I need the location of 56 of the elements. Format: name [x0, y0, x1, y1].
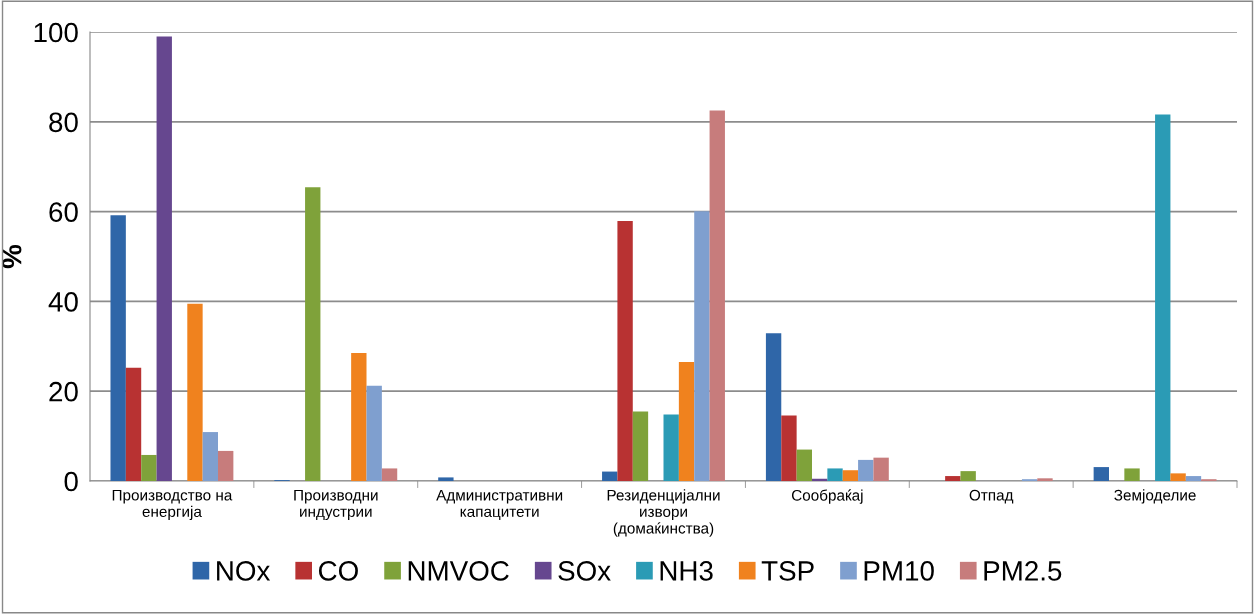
bar: [1155, 114, 1171, 481]
legend-label: TSP: [761, 561, 814, 581]
x-tick-label: Резиденцијални извори (домаќинства): [607, 489, 720, 537]
bar: [842, 470, 859, 481]
bar: [858, 459, 874, 481]
bar: [873, 457, 889, 481]
legend-label: NMVOC: [408, 561, 509, 581]
x-tick-label: Производство на енергија: [112, 489, 233, 521]
x-tick-label: Административни капацитети: [436, 489, 563, 520]
x-tick-label: Сообраќај: [791, 489, 863, 504]
y-tick-label: 60: [49, 202, 78, 222]
bar: [366, 385, 382, 481]
bar: [827, 468, 843, 481]
bar: [765, 333, 782, 481]
bar: [960, 471, 976, 481]
y-tick-label: 80: [49, 112, 78, 133]
legend-label: PM10: [864, 561, 934, 581]
bar: [632, 411, 649, 481]
x-tick-label: Земјоделие: [1114, 489, 1196, 504]
legend-label: NOx: [217, 561, 271, 581]
bar: [945, 476, 961, 481]
bar: [1185, 476, 1202, 481]
bar: [305, 187, 321, 481]
bar: [202, 432, 219, 481]
bar: [156, 36, 172, 481]
y-axis-title: %: [1, 244, 22, 269]
legend-label: PM2.5: [984, 561, 1062, 581]
bar: [1037, 478, 1053, 481]
bar: [663, 414, 679, 481]
bar: [1124, 468, 1140, 481]
bar: [438, 477, 454, 481]
y-tick-label: 0: [64, 471, 78, 492]
bar: [1170, 473, 1186, 481]
bar: [781, 415, 797, 481]
bar: [110, 215, 126, 481]
x-tick-label: Производни индустрии: [294, 489, 378, 521]
legend-label: SOx: [558, 561, 611, 581]
bar: [141, 454, 157, 481]
y-tick-label: 20: [49, 381, 78, 402]
bar: [694, 211, 710, 481]
bar: [1093, 467, 1109, 481]
y-tick-label: 40: [48, 292, 78, 312]
bar: [617, 221, 633, 481]
bar: [796, 449, 812, 481]
bar: [125, 367, 142, 481]
bar: [678, 362, 695, 481]
bar: [709, 110, 725, 481]
bar: [351, 353, 367, 481]
bar: [187, 303, 203, 481]
bar: [381, 468, 398, 481]
legend-label: CO: [318, 561, 358, 581]
bar: [218, 450, 234, 481]
x-tick-label: Отпад: [969, 489, 1014, 504]
y-tick-label: 100: [34, 22, 78, 43]
bar: [602, 471, 618, 481]
legend-label: NH3: [660, 561, 713, 581]
